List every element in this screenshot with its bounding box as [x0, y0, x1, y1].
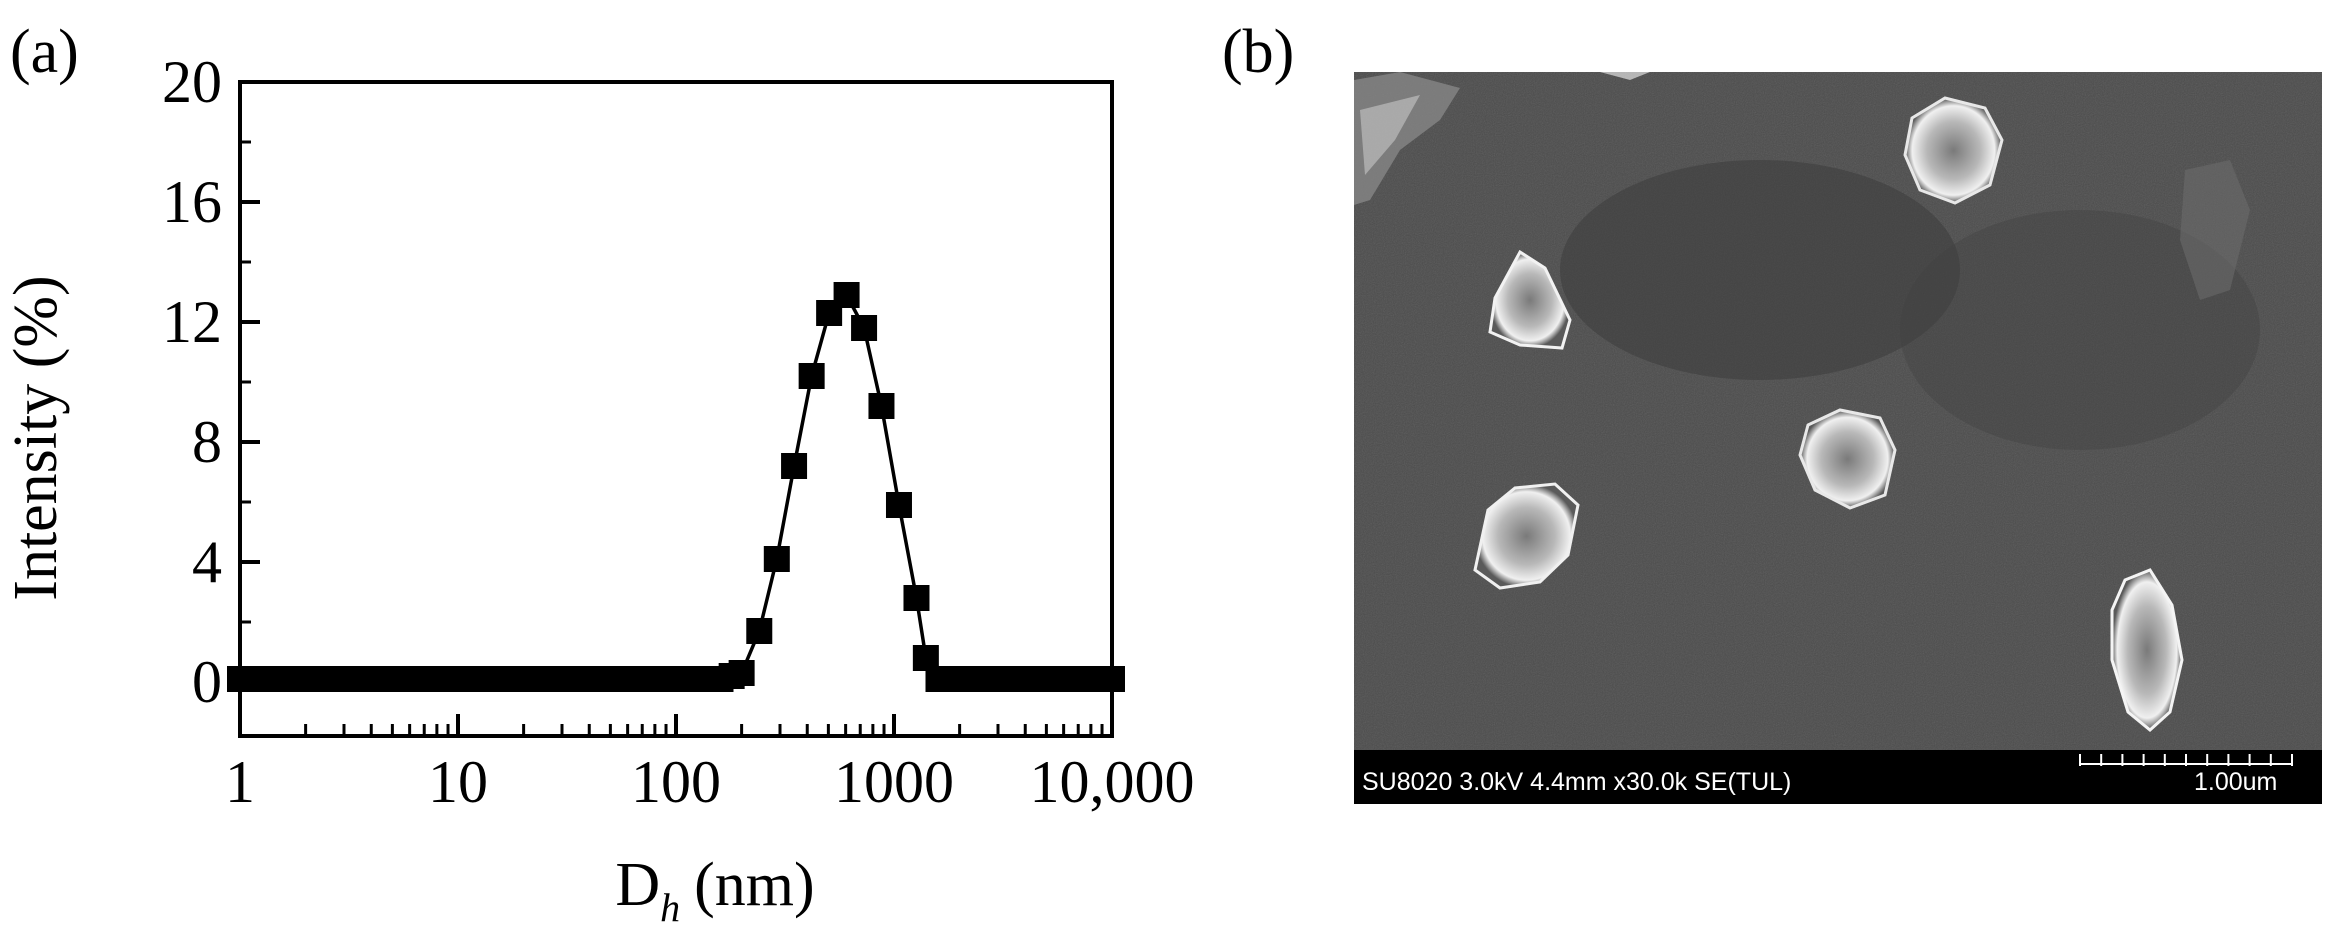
data-point [728, 660, 755, 686]
series-line [240, 292, 1112, 681]
x-tick-labels: 1 10 100 1000 10,000 [225, 749, 1195, 815]
panel-b-label: (b) [1222, 18, 1294, 86]
dls-size-distribution-chart: 0 4 8 12 16 20 1 10 100 1000 10,000 [162, 49, 1195, 815]
panel-a-label: (a) [10, 18, 79, 86]
sem-debris [1600, 72, 1650, 80]
sem-debris [1360, 95, 1420, 175]
y-tick-label: 4 [192, 529, 222, 595]
sem-micrograph: SU8020 3.0kV 4.4mm x30.0k SE(TUL) 1.00um [1354, 72, 2322, 804]
sem-debris [2180, 160, 2250, 300]
y-tick-label: 16 [162, 169, 222, 235]
sem-info-text: SU8020 3.0kV 4.4mm x30.0k SE(TUL) [1362, 768, 1791, 796]
y-tick-label: 0 [192, 649, 222, 715]
data-point [868, 393, 895, 419]
sem-dark-region [1900, 210, 2260, 450]
data-point [798, 363, 825, 389]
data-point [833, 282, 860, 308]
sem-particle [1903, 96, 2004, 205]
x-tick-label: 100 [631, 749, 721, 815]
x-tick-label: 1 [225, 749, 255, 815]
data-point [903, 585, 930, 611]
sem-info-bar [1354, 750, 2322, 804]
sem-particle [1473, 482, 1580, 590]
x-tick-label: 10 [428, 749, 488, 815]
x-axis-title-subscript: h [660, 885, 680, 930]
plot-frame [238, 80, 1114, 738]
data-points [227, 282, 1125, 692]
data-point [746, 618, 773, 644]
x-tick-label: 1000 [834, 749, 954, 815]
data-point [885, 492, 912, 518]
sem-scale-bar [2079, 754, 2293, 766]
x-axis-title: Dh (nm) [615, 851, 814, 930]
data-point [851, 315, 878, 341]
x-axis-title-main: D [615, 851, 660, 919]
data-point [781, 453, 808, 479]
sem-particle [1488, 249, 1572, 350]
sem-particle [1798, 408, 1897, 510]
y-axis-title: Intensity (%) [2, 275, 70, 600]
y-tick-label: 12 [162, 289, 222, 355]
data-point [763, 546, 790, 572]
x-axis-title-unit: (nm) [694, 851, 815, 919]
y-tick-label: 20 [162, 49, 222, 115]
x-axis-ticks [238, 714, 1114, 736]
y-axis-ticks [240, 80, 260, 684]
sem-particle [2110, 568, 2184, 732]
x-tick-label: 10,000 [1030, 749, 1195, 815]
y-tick-label: 8 [192, 409, 222, 475]
y-tick-labels: 0 4 8 12 16 20 [162, 49, 222, 715]
sem-dark-region [1560, 160, 1960, 380]
sem-scale-label: 1.00um [2194, 768, 2277, 796]
